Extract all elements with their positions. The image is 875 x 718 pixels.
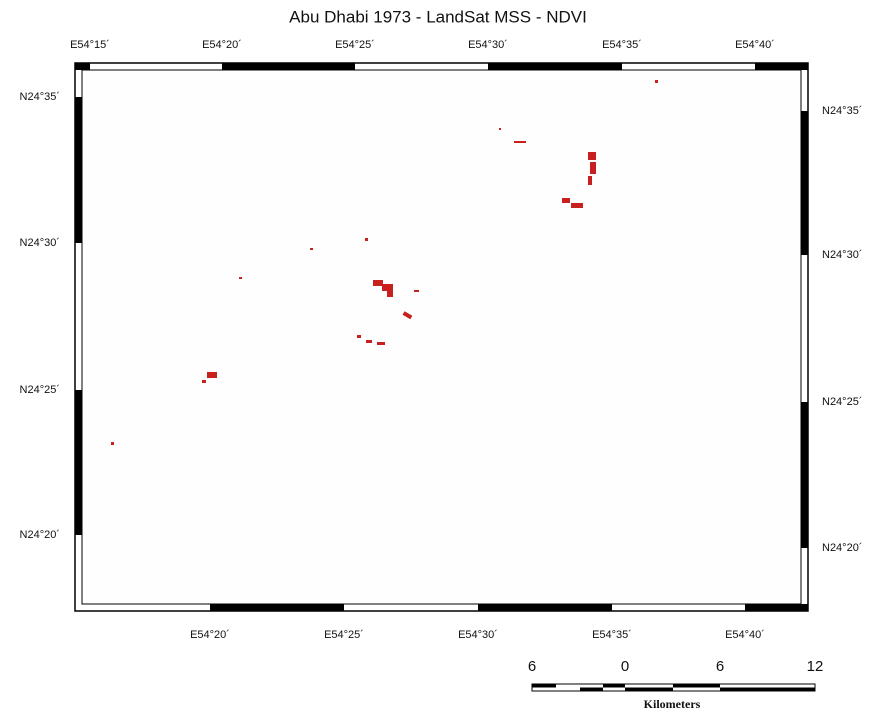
map-frame (75, 63, 808, 611)
left-latitude-label: N24°20´ (20, 529, 60, 541)
bottom-longitude-label: E54°40´ (725, 629, 765, 641)
top-longitude-label: E54°25´ (335, 39, 375, 51)
left-latitude-label: N24°35´ (20, 91, 60, 103)
bottom-longitude-label: E54°30´ (458, 629, 498, 641)
top-longitude-label: E54°40´ (735, 39, 775, 51)
bottom-longitude-label: E54°20´ (190, 629, 230, 641)
scale-bar: Kilometers (532, 684, 815, 711)
right-latitude-label: N24°35´ (822, 105, 862, 117)
right-latitude-label: N24°30´ (822, 249, 862, 261)
map-title: Abu Dhabi 1973 - LandSat MSS - NDVI (289, 7, 587, 26)
bottom-longitude-label: E54°25´ (324, 629, 364, 641)
map: Abu Dhabi 1973 - LandSat MSS - NDVI (0, 0, 875, 713)
scale-label: 12 (807, 658, 824, 675)
left-latitude-label: N24°25´ (20, 384, 60, 396)
right-latitude-label: N24°20´ (822, 542, 862, 554)
top-longitude-label: E54°20´ (202, 39, 242, 51)
top-longitude-label: E54°30´ (468, 39, 508, 51)
top-longitude-label: E54°15´ (70, 39, 110, 51)
left-latitude-label: N24°30´ (20, 237, 60, 249)
right-latitude-label: N24°25´ (822, 396, 862, 408)
bottom-longitude-label: E54°35´ (592, 629, 632, 641)
scale-label: 0 (621, 658, 629, 675)
scale-label: 6 (528, 658, 536, 675)
scale-label: 6 (716, 658, 724, 675)
top-longitude-label: E54°35´ (602, 39, 642, 51)
scale-unit: Kilometers (644, 697, 701, 711)
